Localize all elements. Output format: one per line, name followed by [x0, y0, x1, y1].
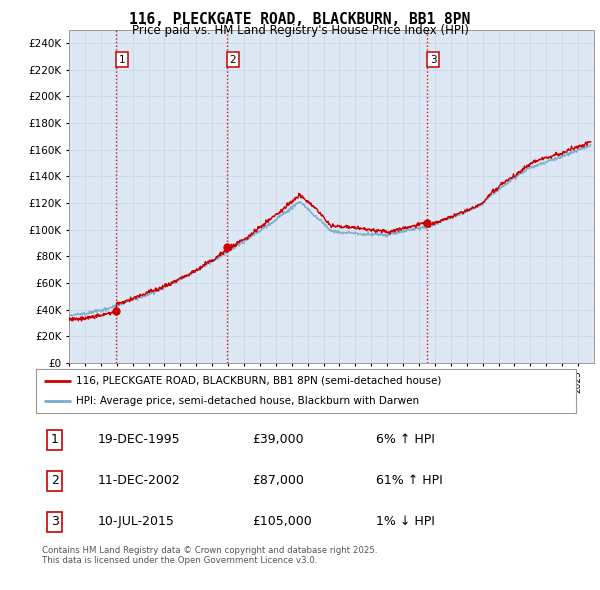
FancyBboxPatch shape — [36, 369, 576, 413]
Text: 19-DEC-1995: 19-DEC-1995 — [98, 434, 181, 447]
Text: 11-DEC-2002: 11-DEC-2002 — [98, 474, 181, 487]
Text: 2: 2 — [230, 54, 236, 64]
Text: 10-JUL-2015: 10-JUL-2015 — [98, 515, 175, 528]
Text: 61% ↑ HPI: 61% ↑ HPI — [376, 474, 443, 487]
Text: £105,000: £105,000 — [252, 515, 312, 528]
Text: 1% ↓ HPI: 1% ↓ HPI — [376, 515, 435, 528]
Text: £87,000: £87,000 — [252, 474, 304, 487]
Text: HPI: Average price, semi-detached house, Blackburn with Darwen: HPI: Average price, semi-detached house,… — [77, 396, 419, 406]
Text: Price paid vs. HM Land Registry's House Price Index (HPI): Price paid vs. HM Land Registry's House … — [131, 24, 469, 37]
Text: 1: 1 — [119, 54, 125, 64]
Text: 116, PLECKGATE ROAD, BLACKBURN, BB1 8PN (semi-detached house): 116, PLECKGATE ROAD, BLACKBURN, BB1 8PN … — [77, 376, 442, 386]
Text: 3: 3 — [430, 54, 436, 64]
Text: 1: 1 — [51, 434, 59, 447]
Text: 116, PLECKGATE ROAD, BLACKBURN, BB1 8PN: 116, PLECKGATE ROAD, BLACKBURN, BB1 8PN — [130, 12, 470, 27]
Text: Contains HM Land Registry data © Crown copyright and database right 2025.
This d: Contains HM Land Registry data © Crown c… — [42, 546, 377, 565]
Text: £39,000: £39,000 — [252, 434, 304, 447]
Text: 6% ↑ HPI: 6% ↑ HPI — [376, 434, 435, 447]
Text: 2: 2 — [51, 474, 59, 487]
Bar — [61, 30, 70, 363]
Text: 3: 3 — [51, 515, 59, 528]
